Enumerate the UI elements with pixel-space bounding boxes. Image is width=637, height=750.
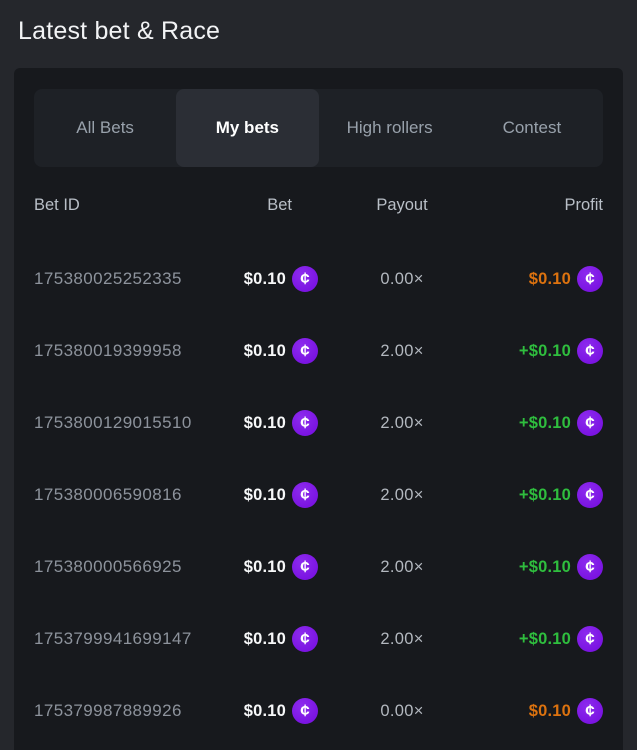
bets-tab-bar: All Bets My bets High rollers Contest	[34, 89, 603, 167]
payout-value: 2.00×	[380, 629, 424, 648]
table-row[interactable]: 175380025252335 $0.10 ¢ 0.00× $0.10 ¢	[34, 243, 603, 315]
col-header-bet-id: Bet ID	[34, 195, 80, 214]
coin-icon: ¢	[577, 554, 603, 580]
col-header-profit: Profit	[564, 195, 603, 214]
profit-amount: $0.10	[528, 701, 571, 720]
profit-amount: +$0.10	[518, 557, 571, 576]
payout-value: 0.00×	[380, 701, 424, 720]
coin-icon: ¢	[577, 338, 603, 364]
profit-amount: +$0.10	[518, 485, 571, 504]
bet-amount: $0.10	[243, 413, 286, 432]
table-header-row: Bet ID Bet Payout Profit	[34, 167, 603, 243]
payout-value: 2.00×	[380, 557, 424, 576]
tab-all-bets[interactable]: All Bets	[76, 118, 134, 137]
payout-value: 2.00×	[380, 413, 424, 432]
table-row[interactable]: 175380000566925 $0.10 ¢ 2.00× +$0.10 ¢	[34, 531, 603, 603]
bets-table-body: 175380025252335 $0.10 ¢ 0.00× $0.10 ¢ 1753…	[34, 243, 603, 747]
payout-value: 0.00×	[380, 269, 424, 288]
coin-icon: ¢	[577, 266, 603, 292]
bet-amount: $0.10	[243, 341, 286, 360]
bet-id-value: 175380025252335	[34, 269, 182, 288]
bet-id-value: 175379987889926	[34, 701, 182, 720]
table-row[interactable]: 1753799941699147 $0.10 ¢ 2.00× +$0.10 ¢	[34, 603, 603, 675]
col-header-payout: Payout	[376, 195, 428, 214]
table-row[interactable]: 175380019399958 $0.10 ¢ 2.00× +$0.10 ¢	[34, 315, 603, 387]
tab-my-bets[interactable]: My bets	[176, 89, 319, 167]
bet-amount: $0.10	[243, 557, 286, 576]
coin-icon: ¢	[292, 482, 318, 508]
profit-amount: +$0.10	[518, 341, 571, 360]
coin-icon: ¢	[577, 410, 603, 436]
page-title: Latest bet & Race	[18, 17, 221, 45]
profit-amount: +$0.10	[518, 413, 571, 432]
coin-icon: ¢	[577, 698, 603, 724]
table-row[interactable]: 175380006590816 $0.10 ¢ 2.00× +$0.10 ¢	[34, 459, 603, 531]
payout-value: 2.00×	[380, 341, 424, 360]
coin-icon: ¢	[577, 626, 603, 652]
tab-high-rollers[interactable]: High rollers	[346, 118, 433, 137]
coin-icon: ¢	[577, 482, 603, 508]
coin-icon: ¢	[292, 266, 318, 292]
coin-icon: ¢	[292, 554, 318, 580]
bets-panel: All Bets My bets High rollers Contest Be…	[14, 68, 623, 750]
bet-amount: $0.10	[243, 485, 286, 504]
coin-icon: ¢	[292, 410, 318, 436]
bet-id-value: 175380019399958	[34, 341, 182, 360]
profit-amount: $0.10	[528, 269, 571, 288]
coin-icon: ¢	[292, 338, 318, 364]
bet-amount: $0.10	[243, 269, 286, 288]
bet-id-value: 175380006590816	[34, 485, 182, 504]
coin-icon: ¢	[292, 626, 318, 652]
coin-icon: ¢	[292, 698, 318, 724]
table-row[interactable]: 175379987889926 $0.10 ¢ 0.00× $0.10 ¢	[34, 675, 603, 747]
payout-value: 2.00×	[380, 485, 424, 504]
profit-amount: +$0.10	[518, 629, 571, 648]
table-row[interactable]: 1753800129015510 $0.10 ¢ 2.00× +$0.10 ¢	[34, 387, 603, 459]
bet-amount: $0.10	[243, 629, 286, 648]
bet-amount: $0.10	[243, 701, 286, 720]
bet-id-value: 1753800129015510	[34, 413, 192, 432]
tab-contest[interactable]: Contest	[502, 118, 562, 137]
bet-id-value: 1753799941699147	[34, 629, 192, 648]
col-header-bet: Bet	[267, 195, 292, 214]
bet-id-value: 175380000566925	[34, 557, 182, 576]
